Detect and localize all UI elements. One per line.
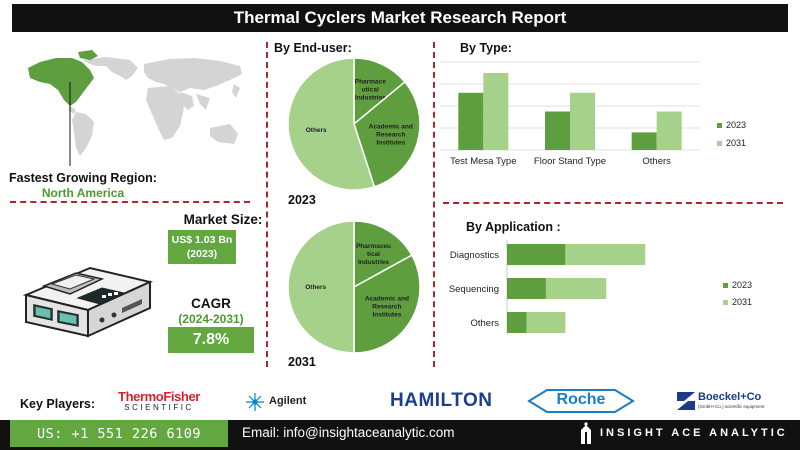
pie-slice-label: Others: [305, 284, 326, 291]
divider: [443, 202, 783, 204]
report-title: Thermal Cyclers Market Research Report: [12, 4, 788, 32]
b-mark-icon: [677, 392, 695, 410]
bar: [483, 73, 509, 150]
legend-label: 2023: [726, 120, 746, 130]
bar: [507, 244, 566, 265]
cagr-value: 7.8%: [168, 327, 254, 353]
world-map: [28, 50, 242, 166]
category-tick-label: Diagnostics: [450, 250, 499, 261]
bar: [507, 312, 527, 333]
boeckel-logo: Boeckel+Co (GmbH+Co.) scientific equipme…: [676, 390, 786, 414]
market-size-box: US$ 1.03 Bn (2023): [168, 230, 236, 264]
cagr-period: (2024-2031): [178, 312, 244, 326]
roche-logo: Roche: [527, 388, 635, 414]
pie-slice: [353, 80, 421, 188]
legend-label: 2031: [732, 297, 752, 307]
legend-label: 2023: [732, 280, 752, 290]
category-tick-label: Others: [642, 156, 671, 167]
legend-swatch: [717, 123, 722, 128]
pie-slice: [353, 57, 406, 126]
pie-year-2031: 2031: [288, 355, 316, 369]
fastest-growing-region-value: North America: [41, 186, 125, 200]
thermofisher-logo: ThermoFisher SCIENTIFIC: [118, 389, 200, 412]
pie-chart-2023: Pharmace utical Industries Academic and Rese…: [287, 57, 421, 191]
by-type-bar-chart: Test Mesa Type Floor Stand Type Others 2023…: [440, 61, 746, 167]
fastest-growing-region-label: Fastest Growing Region:: [9, 171, 157, 185]
bar: [545, 111, 570, 150]
cagr-label: CAGR: [191, 296, 231, 311]
hexagon-icon: [527, 389, 635, 413]
category-tick-label: Sequencing: [449, 284, 499, 295]
market-size-year: (2023): [186, 248, 218, 260]
phone-number: US: +1 551 226 6109: [10, 420, 228, 447]
divider: [433, 42, 435, 367]
pie-slice-label: Others: [306, 127, 327, 134]
bar: [656, 111, 682, 150]
divider: [10, 201, 250, 203]
brand-name: INSIGHT ACE ANALYTIC: [600, 427, 788, 439]
legend-swatch: [723, 283, 728, 288]
agilent-logo: Agilent: [244, 391, 324, 413]
pie-chart-2031: Pharmaceu tical Industries Academic and Rese…: [287, 220, 421, 354]
hamilton-logo: HAMILTON: [390, 390, 493, 411]
pie-slice: [287, 220, 355, 354]
divider: [266, 42, 268, 367]
pie-year-2023: 2023: [288, 193, 316, 207]
bar: [526, 312, 566, 333]
by-type-title: By Type:: [460, 41, 512, 55]
pie-slice-label: Academic and Research Institutes: [365, 296, 409, 319]
insight-ace-logo-icon: [581, 422, 591, 444]
bar: [545, 278, 607, 299]
bar: [631, 132, 657, 150]
legend-swatch: [723, 300, 728, 305]
bar: [458, 92, 484, 150]
bar: [570, 92, 595, 150]
by-application-title: By Application :: [466, 220, 561, 234]
by-application-bar-chart: Diagnostics Sequencing Others 2023 2031: [449, 240, 752, 334]
pie-slice-label: Academic and Research Institutes: [369, 124, 413, 147]
legend-swatch: [717, 141, 722, 146]
key-players-label: Key Players:: [20, 397, 96, 411]
market-size-label: Market Size:: [183, 212, 263, 227]
spark-icon: [246, 393, 264, 411]
category-tick-label: Test Mesa Type: [450, 156, 516, 167]
legend-label: 2031: [726, 138, 746, 148]
end-user-title: By End-user:: [274, 41, 352, 55]
market-size-value: US$ 1.03 Bn: [171, 234, 233, 246]
category-tick-label: Others: [470, 318, 499, 329]
bar: [507, 278, 546, 299]
bar: [565, 244, 646, 265]
pie-slice: [353, 254, 421, 354]
pie-slice: [287, 57, 376, 191]
thermal-cycler-illustration: [22, 266, 154, 338]
pie-slice: [353, 220, 413, 289]
email-contact: Email: info@insightaceanalytic.com: [242, 425, 455, 440]
category-tick-label: Floor Stand Type: [534, 156, 606, 167]
